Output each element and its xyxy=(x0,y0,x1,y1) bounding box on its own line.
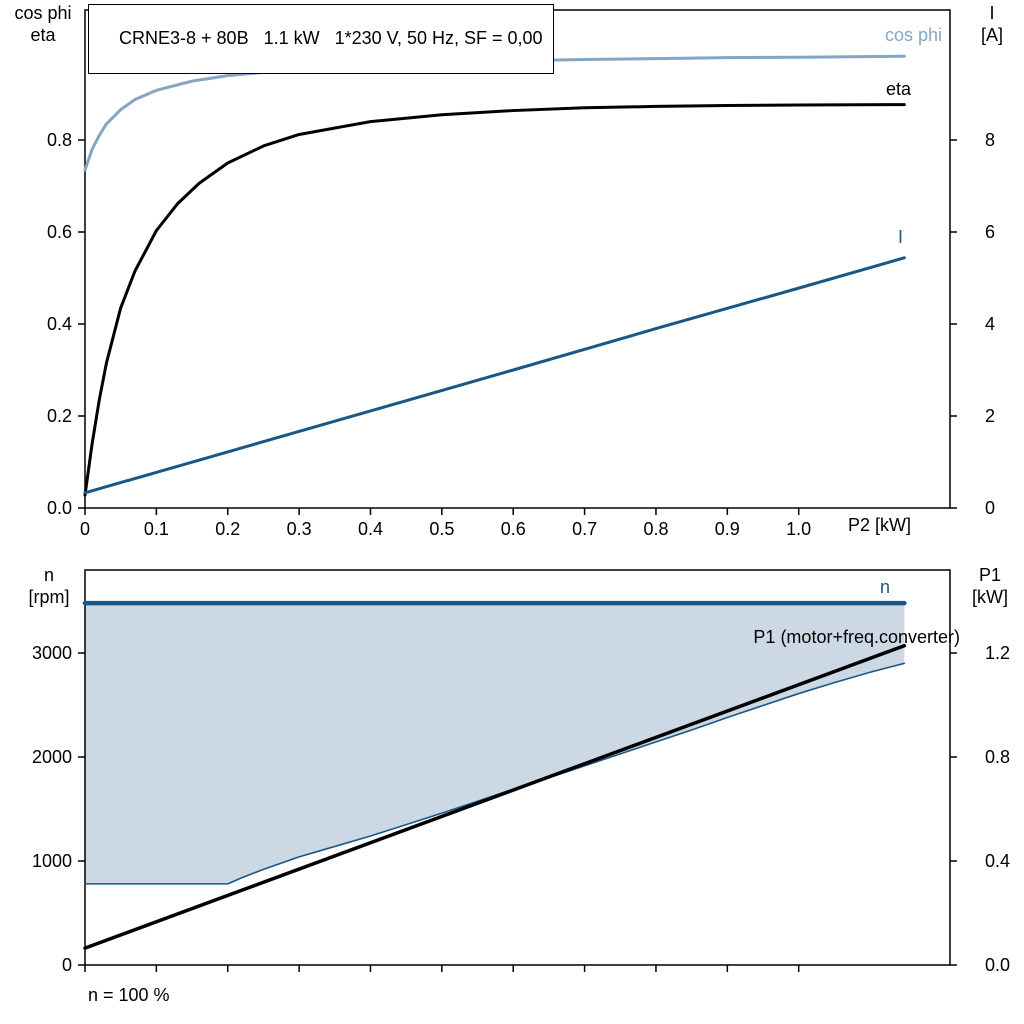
y-left-tick-label: 0.0 xyxy=(47,498,72,518)
y-right-tick-label: 0.4 xyxy=(985,851,1010,871)
x-tick-label: 0.3 xyxy=(287,519,312,539)
y-right-tick-label: 1.2 xyxy=(985,643,1010,663)
x-tick-label: 0.2 xyxy=(215,519,240,539)
y-left-tick-label: 2000 xyxy=(32,747,72,767)
y-left-tick-label: 0.4 xyxy=(47,314,72,334)
cos-phi-axis-label: cos phi xyxy=(14,3,72,23)
eta-curve-label: eta xyxy=(886,79,912,99)
top-right-axis-label: I [A] xyxy=(966,2,1018,46)
x-axis-label: P2 [kW] xyxy=(848,515,912,535)
y-right-tick-label: 0.0 xyxy=(985,955,1010,975)
p1-axis-unit: [kW] xyxy=(972,587,1008,607)
x-tick-label: 0.7 xyxy=(572,519,597,539)
y-left-tick-label: 3000 xyxy=(32,643,72,663)
y-left-tick-label: 0.2 xyxy=(47,406,72,426)
x-tick-label: 0.9 xyxy=(715,519,740,539)
y-left-tick-label: 1000 xyxy=(32,851,72,871)
y-right-tick-label: 8 xyxy=(985,130,995,150)
x-tick-label: 0.1 xyxy=(144,519,169,539)
y-left-tick-label: 0.8 xyxy=(47,130,72,150)
speed-range-area xyxy=(85,603,905,884)
bottom-right-axis-label: P1 [kW] xyxy=(960,564,1020,608)
current-axis-label: I xyxy=(989,3,995,23)
chart-title: CRNE3-8 + 80B 1.1 kW 1*230 V, 50 Hz, SF … xyxy=(119,28,543,48)
p1-axis-label: P1 xyxy=(978,565,1002,585)
current-curve-label: I xyxy=(898,227,904,247)
top-left-axis-label: cos phi eta xyxy=(4,2,82,46)
curve-i xyxy=(83,256,906,495)
speed-percentage-footnote: n = 100 % xyxy=(88,985,170,1005)
speed-axis-unit: [rpm] xyxy=(28,587,70,607)
y-left-tick-label: 0 xyxy=(62,955,72,975)
x-tick-label: 0.8 xyxy=(643,519,668,539)
x-tick-label: 0.4 xyxy=(358,519,383,539)
current-axis-unit: [A] xyxy=(980,25,1003,45)
plot-frame xyxy=(84,9,951,509)
x-tick-label: 0 xyxy=(80,519,90,539)
x-tick-label: 0.5 xyxy=(429,519,454,539)
x-tick-label: 0.6 xyxy=(501,519,526,539)
bottom-left-axis-label: n [rpm] xyxy=(16,564,82,608)
y-right-tick-label: 0.8 xyxy=(985,747,1010,767)
y-right-tick-label: 6 xyxy=(985,222,995,242)
speed-curve-label: n xyxy=(880,577,891,597)
curve-eta xyxy=(83,103,906,497)
y-left-tick-label: 0.6 xyxy=(47,222,72,242)
x-tick-label: 1.0 xyxy=(786,519,811,539)
y-right-tick-label: 0 xyxy=(985,498,995,518)
speed-axis-label: n xyxy=(43,565,54,585)
curve-p1-motor-freq-converter xyxy=(83,643,907,950)
y-right-tick-label: 2 xyxy=(985,406,995,426)
p1-curve-label: P1 (motor+freq.converter) xyxy=(753,627,960,647)
plot-frame xyxy=(84,569,951,966)
eta-axis-label: eta xyxy=(30,25,56,45)
y-right-tick-label: 4 xyxy=(985,314,995,334)
cos-phi-curve-label: cos phi xyxy=(884,25,942,45)
chart-title-box: CRNE3-8 + 80B 1.1 kW 1*230 V, 50 Hz, SF … xyxy=(88,4,554,74)
